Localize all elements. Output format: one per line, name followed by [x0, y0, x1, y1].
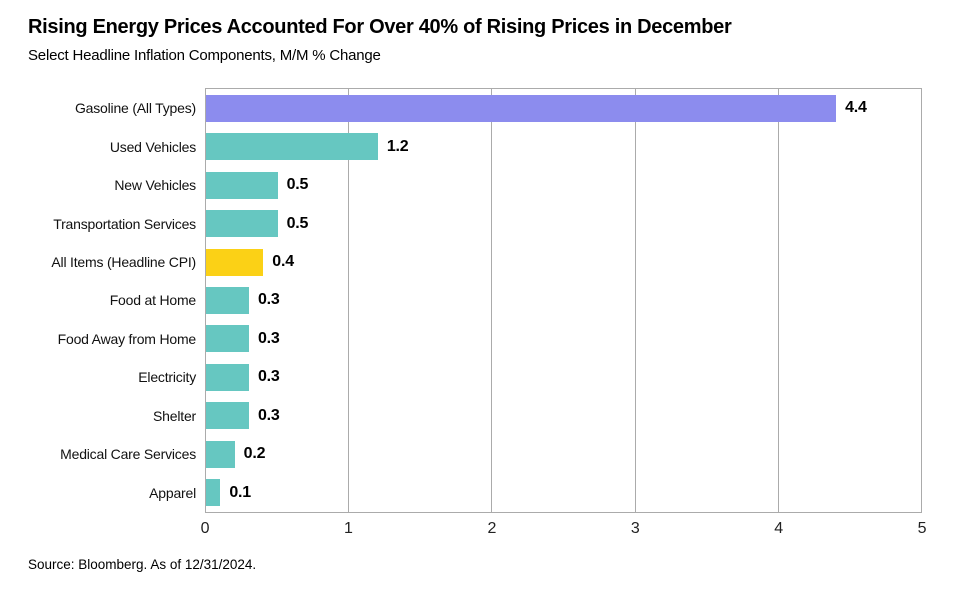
category-label: Electricity [138, 369, 196, 386]
chart-row: Used Vehicles 1.2 [110, 127, 922, 165]
bar-value-label: 0.5 [286, 214, 309, 232]
gridline-x-2 [491, 89, 493, 512]
bar-value-label: 0.3 [257, 329, 280, 347]
x-tick-label-1: 1 [344, 520, 353, 537]
chart-row: Food Away from Home 0.3 [58, 320, 922, 358]
x-tick-label-4: 4 [774, 520, 783, 537]
category-label: Used Vehicles [109, 138, 196, 155]
bar-new-vehicles: 0.5 [206, 171, 308, 199]
bar-used-vehicles: 1.2 [206, 133, 409, 161]
bar-shelter: 0.3 [206, 402, 280, 430]
chart-row: Medical Care Services 0.2 [60, 435, 922, 473]
chart-row: Electricity 0.3 [138, 358, 922, 396]
chart-row: Apparel 0.1 [149, 474, 922, 512]
bar-value-label: 0.5 [286, 176, 309, 194]
x-tick-label-0: 0 [200, 520, 210, 537]
bar-medical-care-services: 0.2 [206, 440, 265, 468]
chart-row: All Items (Headline CPI) 0.4 [51, 243, 922, 281]
gridline-x-1 [348, 89, 350, 512]
chart-row: Transportation Services 0.5 [53, 204, 922, 242]
bar-apparel: 0.1 [206, 479, 251, 507]
source-note: Source: Bloomberg. As of 12/31/2024. [28, 557, 257, 572]
chart-row: Shelter 0.3 [153, 397, 922, 435]
category-label: New Vehicles [114, 177, 196, 194]
category-label: Apparel [149, 484, 196, 501]
x-tick-label-3: 3 [630, 520, 640, 537]
chart-subtitle: Select Headline Inflation Components, M/… [28, 47, 381, 64]
bar-electricity: 0.3 [206, 363, 280, 391]
category-label: All Items (Headline CPI) [51, 254, 196, 271]
bar-value-label: 0.2 [243, 445, 266, 463]
bar-value-label: 4.4 [845, 99, 867, 117]
bar-gasoline-all-types: 4.4 [206, 94, 867, 122]
bar-value-label: 0.3 [257, 406, 280, 424]
bar-value-label: 0.1 [229, 483, 251, 501]
category-label: Food Away from Home [57, 330, 197, 347]
bar-food-away-from-home: 0.3 [206, 325, 280, 353]
bar-food-at-home: 0.3 [206, 286, 280, 314]
x-tick-label-5: 5 [917, 520, 927, 537]
category-label: Medical Care Services [60, 446, 196, 463]
category-label: Gasoline (All Types) [74, 100, 196, 117]
gridline-x-5 [921, 89, 922, 512]
chart-row: New Vehicles 0.5 [114, 166, 922, 204]
chart-row: Food at Home 0.3 [110, 281, 922, 319]
bar-rows: Gasoline (All Types) 4.4 Used Vehicles 1.2 N… [51, 89, 922, 512]
chart-title: Rising Energy Prices Accounted For Over … [28, 16, 732, 38]
bar-transportation-services: 0.5 [206, 210, 308, 238]
bar-value-label: 0.3 [257, 368, 280, 386]
bar-value-label: 0.3 [257, 291, 280, 309]
gridline-x-4 [777, 89, 779, 512]
gridline-x-3 [634, 89, 636, 512]
category-label: Food at Home [109, 292, 197, 309]
bar-value-label: 0.4 [272, 253, 294, 271]
x-tick-label-2: 2 [487, 520, 497, 537]
category-label: Shelter [153, 407, 196, 424]
bar-value-label: 1.2 [386, 137, 409, 155]
x-axis-ticks: 0 1 2 3 4 5 [201, 520, 927, 540]
category-label: Transportation Services [53, 215, 196, 232]
bar-all-items-headline-cpi: 0.4 [206, 248, 294, 276]
chart-row: Gasoline (All Types) 4.4 [75, 89, 922, 127]
plot-area: Gasoline (All Types) 4.4 Used Vehicles 1.2 N… [51, 88, 922, 513]
